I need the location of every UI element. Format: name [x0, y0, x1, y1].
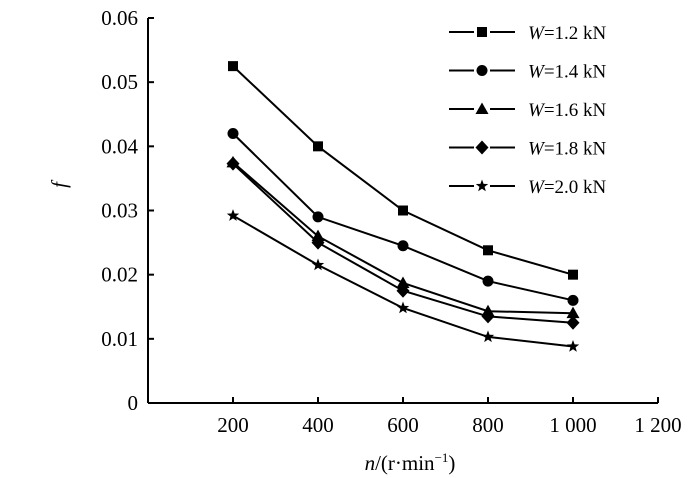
data-point-circle-marker: [227, 128, 239, 139]
data-point-triangle-marker: [566, 306, 580, 319]
data-point-diamond-marker: [396, 283, 410, 298]
y-tick-label: 0.06: [101, 6, 138, 30]
legend-label: W=2.0 kN: [528, 177, 607, 198]
legend-label-value: =1.8 kN: [544, 139, 607, 160]
legend-label-value: =1.4 kN: [544, 62, 607, 83]
series-star: [226, 209, 580, 352]
legend-label-value: =1.6 kN: [544, 100, 607, 121]
legend-label: W=1.8 kN: [528, 139, 607, 160]
data-point-circle-marker: [567, 294, 579, 306]
legend-label-var: W: [528, 177, 546, 198]
legend-label-var: W: [528, 100, 546, 121]
data-point-circle-marker: [397, 240, 409, 252]
legend-marker-triangle: [475, 102, 489, 114]
x-axis-title-sup: −1: [435, 450, 449, 465]
series-diamond: [226, 156, 580, 330]
legend-item: W=2.0 kN: [449, 177, 607, 198]
data-point-circle-marker: [482, 275, 494, 287]
legend-item: W=1.8 kN: [449, 139, 607, 160]
data-point-diamond-marker: [481, 309, 495, 324]
data-point-star-marker: [481, 330, 495, 343]
x-tick-label: 800: [472, 413, 504, 437]
data-point-diamond-marker: [566, 315, 580, 330]
x-tick-label: 600: [387, 413, 419, 437]
data-point-square-marker: [483, 245, 493, 256]
data-point-star-marker: [396, 301, 410, 314]
data-point-star-marker: [226, 209, 240, 221]
data-point-star-marker: [311, 258, 325, 271]
y-tick-label: 0.04: [101, 134, 138, 158]
x-axis-title: n/(r·min−1): [365, 450, 456, 475]
legend-label-var: W: [528, 62, 546, 83]
legend-label-value: =2.0 kN: [544, 177, 607, 198]
series-line: [232, 132, 574, 302]
x-tick-label: 200: [217, 413, 249, 437]
series-layer: [226, 61, 580, 352]
legend-marker-diamond: [475, 140, 489, 155]
y-tick-label: 0.03: [101, 199, 138, 223]
data-point-square-marker: [568, 269, 578, 280]
legend-marker-circle: [476, 65, 488, 76]
y-tick-label: 0.01: [101, 327, 138, 351]
x-axis-title-close: ): [448, 451, 455, 475]
data-point-star-marker: [566, 340, 580, 352]
data-point-circle-marker: [312, 211, 324, 223]
legend: W=1.2 kNW=1.4 kNW=1.6 kNW=1.8 kNW=2.0 kN: [449, 23, 607, 198]
legend-item: W=1.2 kN: [449, 23, 607, 44]
legend-label: W=1.4 kN: [528, 62, 607, 83]
legend-label: W=1.6 kN: [528, 100, 607, 121]
y-tick-label: 0.02: [101, 263, 138, 287]
legend-label: W=1.2 kN: [528, 23, 607, 44]
x-tick-label: 1 000: [549, 413, 596, 437]
legend-item: W=1.4 kN: [449, 62, 607, 83]
y-axis-title: f: [47, 179, 71, 188]
legend-marker-star: [475, 179, 489, 192]
axes: 200 400 600 800 1 000 1 200 0 0.01 0.02 0.03 0.04 0…: [101, 6, 681, 437]
data-point-square-marker: [398, 205, 408, 216]
legend-label-value: =1.2 kN: [544, 23, 607, 44]
y-tick-label: 0.05: [101, 70, 138, 94]
series-circle: [227, 128, 579, 306]
data-point-diamond-marker: [226, 156, 240, 171]
data-point-triangle-marker: [396, 276, 410, 289]
x-axis-title-unit: /(r·min: [375, 451, 435, 475]
x-tick-label: 1 200: [634, 413, 681, 437]
y-tick-label: 0: [128, 391, 139, 415]
x-axis-title-var: n: [365, 451, 376, 475]
data-point-diamond-marker: [311, 235, 325, 250]
legend-marker-square: [477, 27, 487, 37]
data-point-square-marker: [313, 141, 323, 152]
legend-label-var: W: [528, 139, 546, 160]
legend-label-var: W: [528, 23, 546, 44]
data-point-square-marker: [228, 61, 238, 72]
x-tick-label: 400: [302, 413, 334, 437]
series-square: [228, 61, 578, 280]
legend-item: W=1.6 kN: [449, 100, 607, 121]
